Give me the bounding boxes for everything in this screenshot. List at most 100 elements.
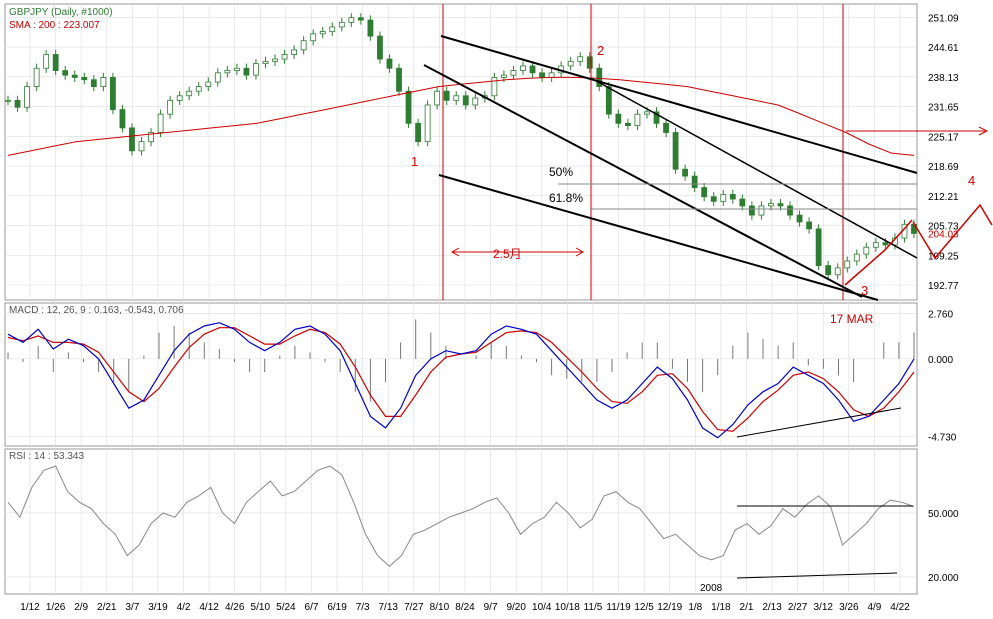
candle-body <box>5 99 11 102</box>
x-tick-label: 3/12 <box>814 602 834 613</box>
candle-body <box>882 242 889 246</box>
candle-body <box>758 205 765 216</box>
candle-body <box>319 31 326 35</box>
macd-tick-label: 2.760 <box>928 310 953 321</box>
x-tick-label: 8/10 <box>430 602 450 613</box>
candle-body <box>214 72 221 83</box>
price-tick-label: 205.73 <box>928 222 959 233</box>
duration-arrow-left <box>450 247 460 257</box>
candle-body <box>157 113 164 133</box>
candle-body <box>529 65 536 74</box>
candle-body <box>844 260 851 269</box>
target-arrowhead <box>978 126 989 136</box>
candle-body <box>548 72 555 78</box>
annotations <box>423 4 993 579</box>
x-tick-label: 4/12 <box>199 602 219 613</box>
x-tick-label: 11/19 <box>606 602 631 613</box>
projected-path <box>912 203 993 260</box>
rsi-support-line <box>736 572 898 579</box>
candle-body <box>233 67 240 71</box>
candle-body <box>806 221 812 230</box>
candle-body <box>663 122 669 133</box>
x-tick-label: 7/27 <box>404 602 424 613</box>
price-tick-label: 218.69 <box>928 162 959 173</box>
candle-body <box>167 99 174 115</box>
candle-body <box>682 168 689 177</box>
candle-body <box>386 58 393 69</box>
upper-channel-line <box>440 35 918 174</box>
x-tick-label: 1/26 <box>46 602 66 613</box>
candle-body <box>615 113 622 124</box>
candle-body <box>605 86 612 115</box>
price-tick-label: 244.61 <box>928 43 959 54</box>
x-tick-label: 5/24 <box>276 602 296 613</box>
candle-body <box>491 77 498 97</box>
middle-channel-line <box>423 64 863 298</box>
macd-label: MACD : 12, 26, 9 : 0.163, -0.543, 0.706 <box>9 305 184 316</box>
candle-body <box>691 175 698 188</box>
rsi-line <box>7 465 915 567</box>
candle-body <box>310 33 317 42</box>
candle-body <box>834 267 841 276</box>
candle-body <box>748 205 755 216</box>
x-tick-label: 4/9 <box>867 602 881 613</box>
lower-channel-line <box>438 174 879 301</box>
x-tick-label: 10/18 <box>555 602 580 613</box>
x-tick-label: 8/24 <box>455 602 475 613</box>
candle-body <box>129 127 135 152</box>
candle-body <box>863 246 870 255</box>
candle-body <box>539 72 545 78</box>
candle-body <box>472 97 479 106</box>
candle-body <box>100 77 107 88</box>
candle-body <box>434 90 441 106</box>
fib-618-label: 61.8% <box>549 191 583 205</box>
price-tick-label: 212.21 <box>928 192 959 203</box>
candle-body <box>43 54 50 69</box>
candle-body <box>577 56 584 62</box>
candle-body <box>148 132 154 143</box>
x-tick-label: 5/10 <box>251 602 271 613</box>
candle-body <box>176 95 183 101</box>
macd-tick-label: -4.730 <box>928 433 957 444</box>
candle-body <box>357 17 364 21</box>
date-marker-label: 17 MAR <box>830 312 874 326</box>
candle-body <box>520 65 526 71</box>
duration-label: 2.5月 <box>493 247 522 261</box>
wave-1-label: 1 <box>411 154 418 169</box>
macd-histogram <box>7 319 915 402</box>
candle-body <box>624 122 631 127</box>
candle-body <box>586 56 593 69</box>
candle-body <box>338 21 345 28</box>
x-tick-label: 4/22 <box>890 602 910 613</box>
candle-body <box>262 60 269 65</box>
wave-3-to-4-path <box>844 219 913 286</box>
macd-main-line <box>7 322 915 439</box>
descending-trend-line <box>590 77 918 259</box>
price-tick-label: 199.25 <box>928 251 959 262</box>
x-tick-label: 12/19 <box>657 602 682 613</box>
candle-body <box>205 81 212 88</box>
x-tick-label: 9/20 <box>506 602 526 613</box>
candle-body <box>81 77 88 81</box>
candle-body <box>853 253 860 262</box>
x-tick-label: 10/4 <box>532 602 552 613</box>
candle-body <box>453 95 460 101</box>
rsi-label: RSI : 14 : 53.343 <box>9 451 84 462</box>
x-tick-label: 11/5 <box>584 602 603 613</box>
candle-body <box>138 141 145 152</box>
price-tick-label: 192.77 <box>928 281 959 292</box>
price-tick-label: 251.09 <box>928 13 959 24</box>
price-tick-label: 225.17 <box>928 132 959 143</box>
candle-body <box>377 35 383 60</box>
candle-body <box>815 228 822 266</box>
price-candles <box>5 13 917 280</box>
candle-body <box>720 194 727 202</box>
x-tick-label: 9/7 <box>484 602 498 613</box>
candle-body <box>825 265 832 276</box>
macd-axis: 2.760 0.000 -4.730 <box>928 310 957 444</box>
price-axis: 251.09 244.61 238.13 231.65 225.17 218.69 212.… <box>928 13 959 292</box>
macd-divergence-line <box>736 407 902 438</box>
x-tick-label: 4/26 <box>225 602 245 613</box>
x-axis: 1/12 1/26 2/9 2/21 3/7 3/19 4/2 4/12 4/26 5/10 5/2… <box>20 602 910 613</box>
candle-body <box>348 17 355 23</box>
